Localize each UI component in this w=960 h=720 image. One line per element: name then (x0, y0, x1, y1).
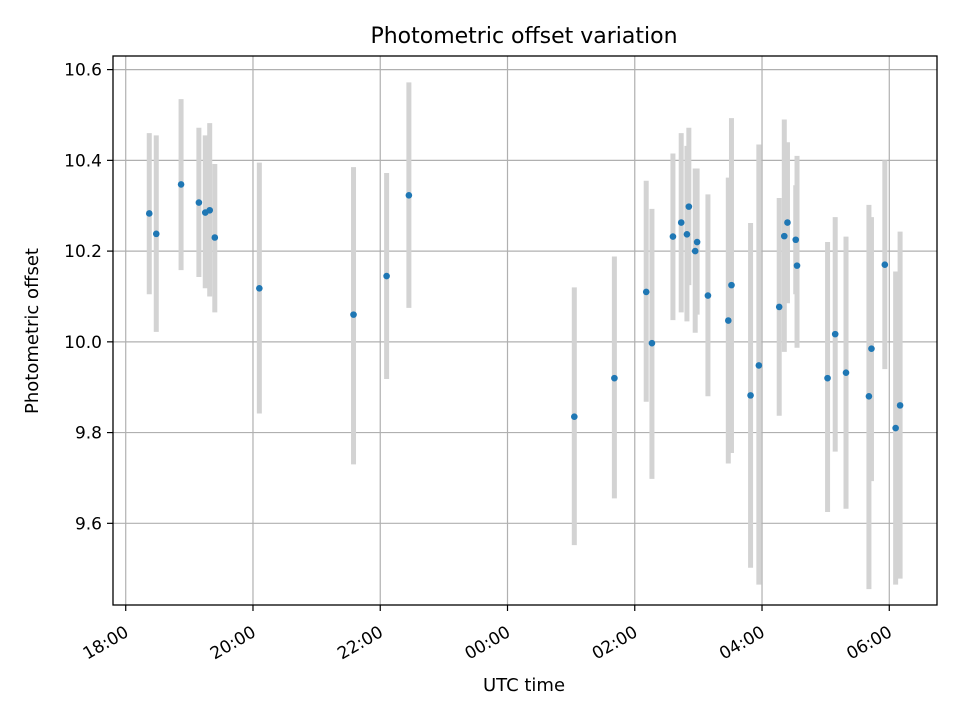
data-point (693, 238, 701, 246)
data-point (824, 374, 831, 382)
data-point (704, 292, 712, 299)
data-point (571, 413, 578, 421)
data-point (728, 281, 735, 289)
data-point (611, 374, 618, 382)
data-point (842, 369, 850, 376)
data-point (683, 231, 691, 238)
y-axis-ticks: 9.6 9.8 10.0 10.2 10.4 10.6 (64, 61, 113, 534)
data-point (691, 247, 699, 255)
data-point (152, 230, 160, 238)
x-tick-label: 02:00 (589, 622, 641, 664)
data-point (755, 362, 763, 369)
data-point (784, 219, 791, 226)
x-tick-label: 20:00 (207, 622, 259, 664)
data-point (868, 345, 875, 352)
y-tick-label: 9.6 (75, 514, 102, 534)
plot-frame (112, 55, 938, 606)
data-point (350, 311, 357, 318)
data-point (780, 232, 788, 240)
data-point (793, 262, 801, 269)
data-point (865, 392, 873, 400)
data-point (256, 285, 263, 292)
x-axis-label: UTC time (483, 675, 565, 696)
y-tick-label: 10.2 (64, 242, 102, 262)
data-point (177, 181, 185, 188)
y-tick-label: 10.0 (64, 333, 102, 353)
x-tick-label: 22:00 (334, 622, 386, 664)
data-point (881, 261, 889, 269)
data-point (685, 203, 693, 210)
data-point (792, 236, 800, 244)
y-tick-label: 9.8 (75, 424, 102, 444)
data-point (775, 303, 783, 311)
data-point (669, 233, 677, 240)
data-point (896, 402, 904, 409)
x-tick-label: 00:00 (462, 622, 514, 664)
data-point (206, 206, 214, 214)
error-bars (146, 82, 903, 590)
data-point (405, 191, 413, 199)
data-point (892, 424, 899, 432)
data-point (648, 339, 656, 347)
grid-lines (113, 56, 937, 605)
y-tick-label: 10.4 (64, 151, 102, 171)
data-point (145, 210, 153, 217)
data-point (642, 288, 650, 296)
y-axis-label: Photometric offset (22, 248, 43, 414)
data-points (145, 181, 904, 432)
x-tick-label: 06:00 (843, 622, 895, 664)
data-point (831, 330, 839, 338)
x-tick-label: 04:00 (716, 622, 768, 664)
y-tick-label: 10.6 (64, 61, 102, 81)
chart-title: Photometric offset variation (370, 24, 677, 49)
data-point (211, 234, 219, 241)
data-point (724, 317, 732, 324)
data-point (383, 272, 390, 280)
data-point (195, 199, 203, 206)
data-point (747, 392, 754, 399)
data-point (677, 219, 685, 226)
x-tick-label: 18:00 (80, 622, 132, 664)
x-axis-ticks: 18:00 20:00 22:00 00:00 02:00 04:00 06:00 (80, 605, 896, 664)
